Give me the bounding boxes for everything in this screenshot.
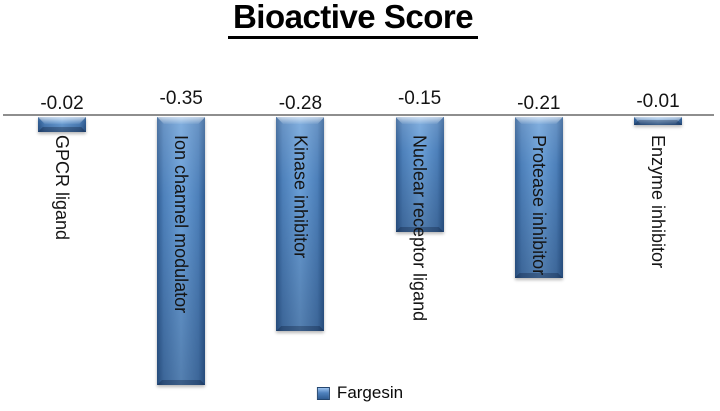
bar-kinase-inhibitor bbox=[276, 117, 325, 331]
category-label-kinase-inhibitor: Kinase inhibitor bbox=[290, 135, 311, 259]
bar-protease-inhibitor bbox=[514, 117, 563, 278]
category-label-protease-inhibitor: Protease inhibitor bbox=[528, 135, 549, 276]
bar-enzyme-inhibitor bbox=[634, 117, 682, 125]
category-label-nuclear-receptor-ligand: Nuclear receptor ligand bbox=[409, 135, 430, 322]
bar-nuclear-receptor-ligand bbox=[395, 117, 444, 232]
bar-value-label-enzyme-inhibitor: -0.01 bbox=[636, 91, 680, 112]
legend-swatch-icon bbox=[316, 386, 330, 400]
bar-value-label-nuclear-receptor-ligand: -0.15 bbox=[397, 88, 442, 109]
chart-title-wrap: Bioactive Score bbox=[0, 0, 720, 39]
bar-ion-channel-modulator bbox=[157, 117, 206, 385]
bar-value-label-ion-channel-modulator: -0.35 bbox=[159, 88, 203, 109]
legend: Fargesin bbox=[316, 383, 404, 403]
chart-title: Bioactive Score bbox=[227, 0, 479, 39]
bar-value-label-kinase-inhibitor: -0.28 bbox=[278, 93, 323, 114]
category-label-enzyme-inhibitor: Enzyme inhibitor bbox=[648, 135, 668, 269]
legend-label: Fargesin bbox=[336, 383, 404, 402]
category-label-gpcr-ligand: GPCR ligand bbox=[52, 135, 72, 241]
bar-value-label-protease-inhibitor: -0.21 bbox=[517, 93, 561, 114]
bar-gpcr-ligand bbox=[38, 117, 86, 132]
category-label-ion-channel-modulator: Ion channel modulator bbox=[171, 135, 192, 314]
x-axis-line bbox=[3, 114, 714, 116]
bar-value-label-gpcr-ligand: -0.02 bbox=[40, 93, 84, 114]
